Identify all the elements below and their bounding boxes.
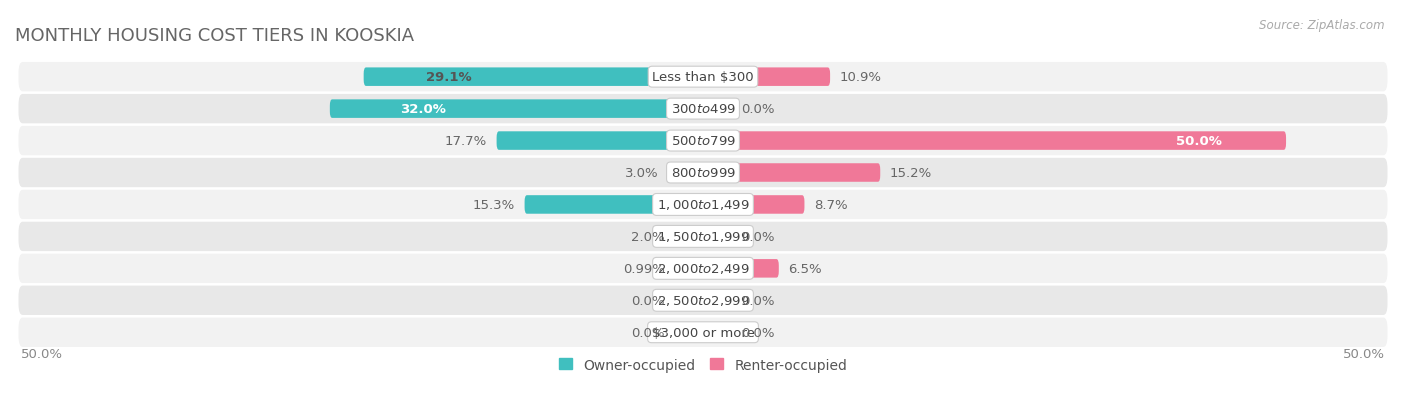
Text: 32.0%: 32.0% [401,103,446,116]
FancyBboxPatch shape [18,159,1388,188]
Text: MONTHLY HOUSING COST TIERS IN KOOSKIA: MONTHLY HOUSING COST TIERS IN KOOSKIA [15,27,415,45]
FancyBboxPatch shape [703,132,1286,150]
Text: Source: ZipAtlas.com: Source: ZipAtlas.com [1260,19,1385,31]
Text: $800 to $999: $800 to $999 [671,166,735,180]
FancyBboxPatch shape [673,323,703,342]
Text: Less than $300: Less than $300 [652,71,754,84]
Text: 0.0%: 0.0% [741,103,775,116]
FancyBboxPatch shape [703,259,779,278]
Text: 50.0%: 50.0% [1343,347,1385,360]
FancyBboxPatch shape [18,222,1388,252]
FancyBboxPatch shape [18,286,1388,315]
FancyBboxPatch shape [18,63,1388,92]
FancyBboxPatch shape [18,190,1388,220]
FancyBboxPatch shape [18,126,1388,156]
Text: 17.7%: 17.7% [446,135,488,148]
Text: 0.99%: 0.99% [623,262,665,275]
Text: 0.0%: 0.0% [631,294,665,307]
FancyBboxPatch shape [673,259,703,278]
FancyBboxPatch shape [703,291,733,310]
Text: 0.0%: 0.0% [741,230,775,243]
Text: 2.0%: 2.0% [631,230,665,243]
Text: 15.3%: 15.3% [472,199,515,211]
FancyBboxPatch shape [496,132,703,150]
FancyBboxPatch shape [330,100,703,119]
FancyBboxPatch shape [703,323,733,342]
Text: 3.0%: 3.0% [626,166,658,180]
Text: $500 to $799: $500 to $799 [671,135,735,148]
Text: 50.0%: 50.0% [1175,135,1222,148]
Text: $2,000 to $2,499: $2,000 to $2,499 [657,262,749,276]
FancyBboxPatch shape [668,164,703,182]
Text: $3,000 or more: $3,000 or more [651,326,755,339]
Text: $1,500 to $1,999: $1,500 to $1,999 [657,230,749,244]
Text: 10.9%: 10.9% [839,71,882,84]
FancyBboxPatch shape [703,228,733,246]
Text: 15.2%: 15.2% [890,166,932,180]
FancyBboxPatch shape [673,228,703,246]
Text: 8.7%: 8.7% [814,199,848,211]
FancyBboxPatch shape [18,318,1388,347]
Text: 0.0%: 0.0% [741,294,775,307]
FancyBboxPatch shape [703,164,880,182]
Legend: Owner-occupied, Renter-occupied: Owner-occupied, Renter-occupied [558,358,848,372]
Text: 0.0%: 0.0% [631,326,665,339]
Text: 0.0%: 0.0% [741,326,775,339]
FancyBboxPatch shape [524,196,703,214]
Text: $2,500 to $2,999: $2,500 to $2,999 [657,294,749,308]
FancyBboxPatch shape [364,68,703,87]
Text: 29.1%: 29.1% [426,71,471,84]
FancyBboxPatch shape [703,196,804,214]
FancyBboxPatch shape [703,100,733,119]
FancyBboxPatch shape [18,95,1388,124]
FancyBboxPatch shape [703,68,830,87]
Text: $1,000 to $1,499: $1,000 to $1,499 [657,198,749,212]
Text: 50.0%: 50.0% [21,347,63,360]
FancyBboxPatch shape [18,254,1388,283]
Text: $300 to $499: $300 to $499 [671,103,735,116]
Text: 6.5%: 6.5% [789,262,821,275]
FancyBboxPatch shape [673,291,703,310]
